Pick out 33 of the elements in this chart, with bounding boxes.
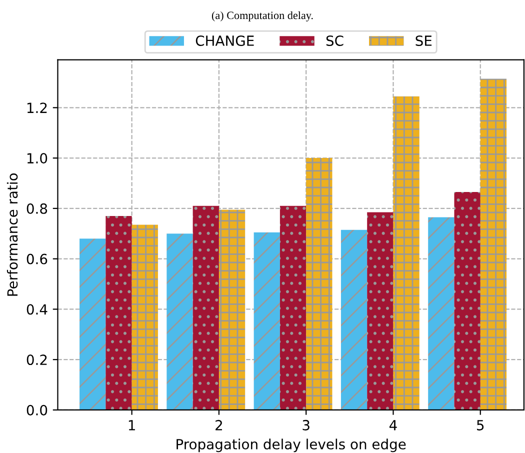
bar — [192, 206, 219, 410]
chart-title: (a) Computation delay. — [212, 11, 313, 22]
y-tick-label: 0.8 — [26, 203, 48, 214]
bar — [132, 224, 158, 410]
y-tick-label: 0.2 — [26, 354, 47, 366]
legend-label: SC — [326, 35, 344, 46]
bar — [80, 238, 106, 410]
y-tick-label: 1.2 — [27, 102, 47, 113]
bar — [106, 216, 132, 410]
bar — [218, 210, 246, 410]
bar — [254, 232, 280, 410]
bar — [306, 158, 332, 410]
x-tick-label: 5 — [477, 420, 484, 430]
bar — [428, 217, 454, 410]
legend-label: CHANGE — [196, 35, 254, 46]
y-tick-label: 0.4 — [26, 304, 48, 315]
x-tick-label: 1 — [128, 420, 135, 430]
x-tick-label: 2 — [216, 420, 222, 430]
bar — [367, 212, 394, 410]
bar — [480, 78, 507, 410]
y-axis-title: Performance ratio — [6, 173, 18, 296]
y-tick-label: 0.6 — [26, 254, 48, 264]
bar — [340, 230, 368, 410]
y-tick-label: 1.0 — [27, 153, 48, 164]
legend-label: SE — [416, 35, 432, 46]
bar — [166, 234, 193, 410]
y-tick-label: 0.0 — [26, 404, 48, 416]
bar — [280, 206, 306, 410]
x-tick-label: 3 — [302, 420, 310, 430]
bar — [454, 192, 480, 410]
bar — [393, 96, 420, 410]
x-axis-title: Propagation delay levels on edge — [176, 438, 406, 452]
x-tick-label: 4 — [390, 420, 397, 430]
